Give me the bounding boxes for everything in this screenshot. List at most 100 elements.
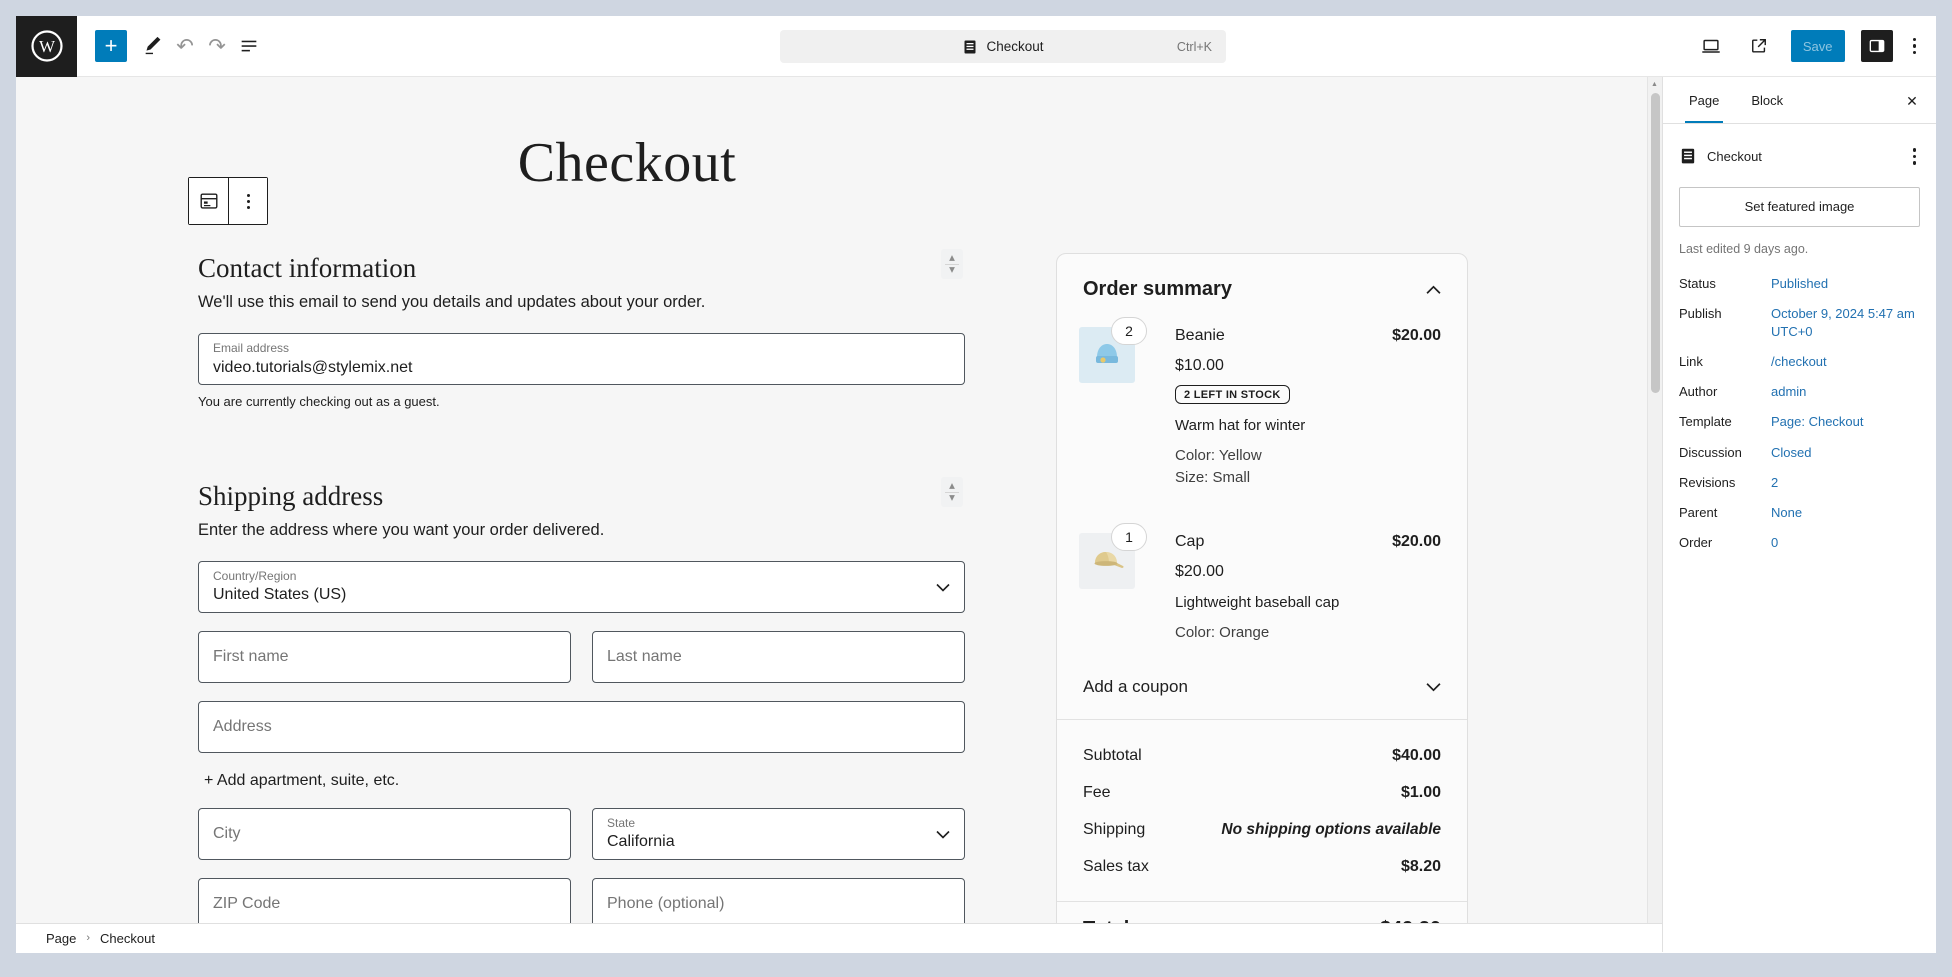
- parent-link[interactable]: None: [1771, 505, 1803, 520]
- settings-sidebar-toggle[interactable]: [1860, 30, 1893, 62]
- meta-row-publish: Publish October 9, 2024 5:47 am UTC+0: [1679, 305, 1920, 341]
- meta-row-template: Template Page: Checkout: [1679, 413, 1920, 431]
- order-link[interactable]: 0: [1771, 535, 1779, 551]
- city-state-row: State California: [198, 808, 965, 860]
- meta-label: Revisions: [1679, 474, 1736, 490]
- topbar-actions: Save: [1695, 30, 1936, 62]
- email-field: Email address: [198, 333, 965, 385]
- document-overview-button[interactable]: [233, 30, 265, 62]
- publish-date-link[interactable]: October 9, 2024 5:47 am UTC+0: [1771, 305, 1915, 339]
- guest-note: You are currently checking out as a gues…: [198, 394, 440, 409]
- permalink-link[interactable]: /checkout: [1771, 354, 1827, 370]
- quantity-badge: 2: [1111, 317, 1147, 345]
- address-input[interactable]: [199, 702, 964, 752]
- command-center-label: Checkout: [986, 39, 1044, 54]
- block-options-button[interactable]: [228, 178, 267, 224]
- author-link[interactable]: admin: [1771, 384, 1807, 400]
- page-title[interactable]: Checkout: [517, 132, 737, 194]
- city-field: [198, 808, 571, 860]
- revisions-link[interactable]: 2: [1771, 474, 1779, 490]
- close-sidebar-button[interactable]: ✕: [1898, 87, 1926, 115]
- phone-input[interactable]: [593, 879, 964, 923]
- attribute-color: Color: Orange: [1175, 623, 1270, 641]
- card-divider: [1057, 719, 1467, 721]
- desktop-preview-icon: [1702, 39, 1720, 53]
- edit-tool-button[interactable]: [137, 30, 169, 62]
- total-value: $1.00: [1400, 784, 1441, 802]
- email-input[interactable]: [199, 334, 964, 384]
- country-select[interactable]: Country/Region United States (US): [198, 561, 965, 613]
- zip-input[interactable]: [199, 879, 570, 923]
- country-value: United States (US): [213, 586, 347, 603]
- options-menu-button[interactable]: [1909, 32, 1921, 61]
- scroll-up-icon: ▲: [1651, 81, 1658, 88]
- editor-topbar: W + ↶ ↷: [16, 15, 1936, 77]
- block-mover-contact[interactable]: ▲ ▼: [941, 249, 963, 279]
- template-link[interactable]: Page: Checkout: [1771, 414, 1864, 430]
- meta-label: Author: [1679, 384, 1718, 400]
- order-summary-header[interactable]: Order summary: [1057, 254, 1467, 311]
- product-thumbnail-wrap: 1: [1079, 522, 1147, 644]
- command-center[interactable]: Checkout Ctrl+K: [780, 30, 1226, 63]
- product-attributes: Color: Yellow Size: Small: [1175, 445, 1441, 489]
- set-featured-image-button[interactable]: Set featured image: [1679, 186, 1920, 227]
- add-apartment-link[interactable]: + Add apartment, suite, etc.: [204, 772, 400, 789]
- mover-divider: [945, 263, 959, 265]
- checkout-block-button[interactable]: [189, 178, 228, 224]
- total-label: Shipping: [1083, 821, 1146, 839]
- shipping-heading: Shipping address: [198, 481, 384, 511]
- tab-block[interactable]: Block: [1751, 92, 1784, 108]
- checkout-block-icon: [200, 193, 217, 209]
- add-coupon-toggle[interactable]: Add a coupon: [1057, 643, 1467, 719]
- editor-canvas-column: Checkout: [16, 77, 1662, 952]
- checkout-form-column: ▲ ▼ Contact information We'll use this e…: [198, 249, 965, 923]
- order-summary-card: Order summary: [1056, 253, 1468, 923]
- last-edited-text: Last edited 9 days ago.: [1679, 241, 1809, 256]
- canvas-scrollbar[interactable]: ▲: [1647, 77, 1662, 923]
- move-down-icon: ▼: [949, 493, 955, 502]
- meta-row-discussion: Discussion Closed: [1679, 444, 1920, 462]
- breadcrumb-page[interactable]: Page: [46, 930, 77, 946]
- attribute-size: Size: Small: [1175, 468, 1251, 486]
- page-icon: [1681, 148, 1695, 164]
- meta-label: Order: [1679, 535, 1713, 551]
- preview-button[interactable]: [1695, 30, 1727, 62]
- breadcrumb-current[interactable]: Checkout: [100, 930, 155, 946]
- block-inserter-button[interactable]: +: [95, 30, 127, 62]
- grand-total-value: $49.20: [1380, 918, 1441, 923]
- status-link[interactable]: Published: [1771, 275, 1829, 291]
- unit-price: $20.00: [1175, 562, 1224, 580]
- mover-divider: [945, 491, 959, 493]
- line-total: $20.00: [1392, 532, 1441, 550]
- wordpress-logo[interactable]: W: [16, 15, 77, 77]
- shipping-status: No shipping options available: [1221, 821, 1441, 839]
- last-name-input[interactable]: [593, 632, 964, 682]
- page-actions-menu[interactable]: [1909, 142, 1921, 171]
- block-mover-shipping[interactable]: ▲ ▼: [941, 477, 963, 507]
- move-down-icon: ▼: [949, 265, 955, 274]
- shipping-row: Shipping No shipping options available: [1083, 821, 1441, 839]
- first-name-input[interactable]: [199, 632, 570, 682]
- move-up-icon: ▲: [949, 480, 955, 490]
- chevron-up-icon: [1426, 285, 1441, 294]
- contact-information-section: ▲ ▼ Contact information We'll use this e…: [198, 249, 965, 409]
- editor-body: Checkout: [16, 77, 1936, 952]
- sidebar-panel-icon: [1869, 39, 1884, 53]
- redo-button[interactable]: ↷: [201, 30, 233, 62]
- scrollbar-thumb[interactable]: [1650, 93, 1660, 393]
- save-button[interactable]: Save: [1790, 30, 1845, 62]
- tab-page[interactable]: Page: [1673, 77, 1735, 123]
- breadcrumb-separator-icon: ›: [86, 932, 91, 944]
- phone-field: [592, 878, 965, 923]
- state-select[interactable]: State California: [592, 808, 965, 860]
- zip-phone-row: [198, 878, 965, 923]
- meta-row-parent: Parent None: [1679, 504, 1920, 522]
- redo-icon: ↷: [208, 34, 226, 58]
- city-input[interactable]: [199, 809, 570, 859]
- undo-icon: ↶: [176, 34, 194, 58]
- stock-badge: 2 LEFT IN STOCK: [1175, 385, 1290, 404]
- view-site-button[interactable]: [1743, 30, 1775, 62]
- undo-button[interactable]: ↶: [169, 30, 201, 62]
- grand-total-label: Total: [1083, 918, 1129, 923]
- discussion-link[interactable]: Closed: [1771, 444, 1812, 460]
